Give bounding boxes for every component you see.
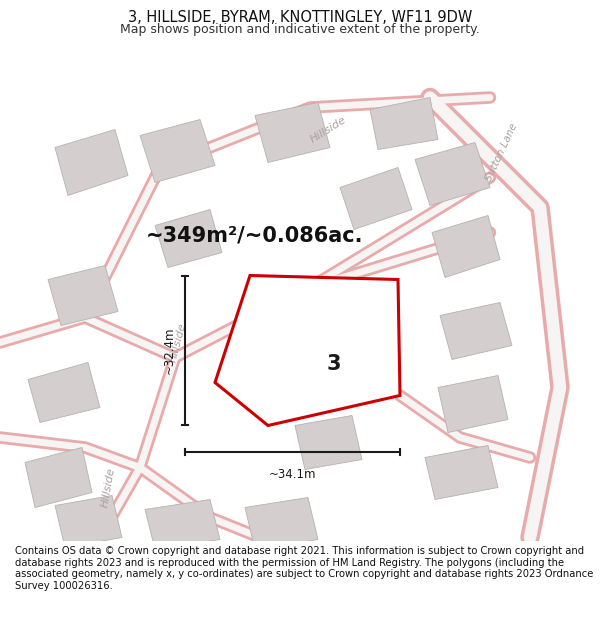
Polygon shape	[28, 362, 100, 423]
Text: ~349m²/~0.086ac.: ~349m²/~0.086ac.	[146, 226, 364, 246]
Polygon shape	[440, 302, 512, 359]
Text: Contains OS data © Crown copyright and database right 2021. This information is : Contains OS data © Crown copyright and d…	[15, 546, 593, 591]
Polygon shape	[155, 209, 222, 268]
Text: 3: 3	[327, 354, 341, 374]
Polygon shape	[48, 266, 118, 326]
Text: Hillside: Hillside	[308, 114, 348, 144]
Polygon shape	[255, 102, 330, 162]
Text: Sutton Lane: Sutton Lane	[484, 122, 520, 183]
Polygon shape	[438, 376, 508, 432]
Polygon shape	[425, 446, 498, 499]
Polygon shape	[432, 216, 500, 278]
Polygon shape	[340, 168, 412, 229]
Polygon shape	[245, 498, 318, 549]
Text: ~32.4m: ~32.4m	[163, 327, 176, 374]
Polygon shape	[55, 129, 128, 196]
Polygon shape	[25, 448, 92, 508]
Polygon shape	[140, 119, 215, 182]
Text: Hillside: Hillside	[100, 467, 116, 508]
Text: 3, HILLSIDE, BYRAM, KNOTTINGLEY, WF11 9DW: 3, HILLSIDE, BYRAM, KNOTTINGLEY, WF11 9D…	[128, 11, 472, 26]
Text: ~34.1m: ~34.1m	[269, 469, 316, 481]
Polygon shape	[145, 499, 220, 549]
Polygon shape	[415, 142, 490, 206]
Polygon shape	[55, 496, 122, 548]
Polygon shape	[370, 98, 438, 149]
Text: Hillside: Hillside	[168, 322, 188, 363]
Text: Map shows position and indicative extent of the property.: Map shows position and indicative extent…	[120, 22, 480, 36]
Polygon shape	[215, 276, 400, 426]
Polygon shape	[295, 416, 362, 469]
